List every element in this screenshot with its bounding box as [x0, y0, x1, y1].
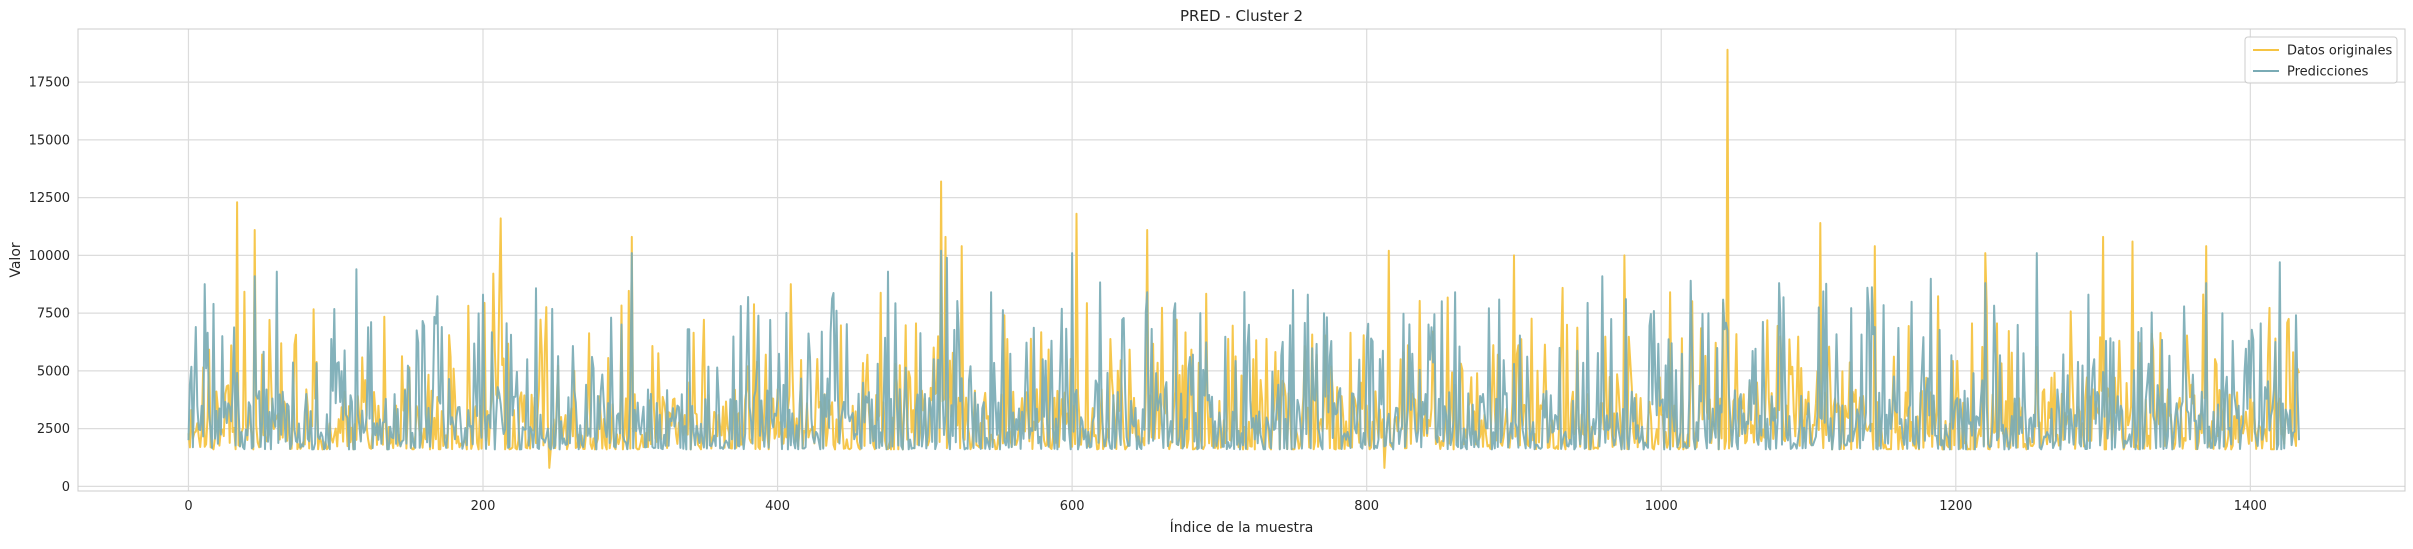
y-tick-label: 10000 — [29, 249, 70, 264]
legend-box — [2244, 36, 2398, 84]
y-axis-label: Valor — [8, 242, 24, 278]
x-tick-label: 1000 — [1645, 499, 1678, 514]
tick-labels: 0 200 400 600 800 1000 1200 1400 0 2500 5000 7500 10… — [29, 76, 2267, 514]
x-axis-label: Índice de la muestra — [1170, 519, 1314, 536]
x-tick-label: 1200 — [1939, 499, 1972, 514]
legend-label-datos-originales: Datos originales — [2287, 44, 2393, 59]
y-tick-label: 17500 — [29, 76, 70, 91]
y-tick-label: 12500 — [29, 191, 70, 206]
y-tick-label: 7500 — [37, 307, 70, 322]
y-tick-label: 15000 — [29, 133, 70, 148]
x-tick-label: 1400 — [2234, 499, 2267, 514]
y-tick-label: 0 — [62, 480, 70, 495]
legend: Datos originales Predicciones — [2244, 36, 2398, 84]
y-tick-label: 5000 — [37, 364, 70, 379]
chart-title: PRED - Cluster 2 — [1180, 7, 1303, 25]
y-tick-label: 2500 — [37, 422, 70, 437]
x-tick-label: 400 — [765, 499, 790, 514]
x-tick-label: 800 — [1354, 499, 1379, 514]
series-lines — [187, 48, 2300, 469]
plot-frame — [77, 28, 2406, 492]
x-tick-label: 600 — [1060, 499, 1085, 514]
x-tick-label: 0 — [184, 499, 192, 514]
series-line-predicciones — [187, 249, 2300, 451]
legend-label-predicciones: Predicciones — [2287, 65, 2369, 80]
x-tick-label: 200 — [471, 499, 496, 514]
